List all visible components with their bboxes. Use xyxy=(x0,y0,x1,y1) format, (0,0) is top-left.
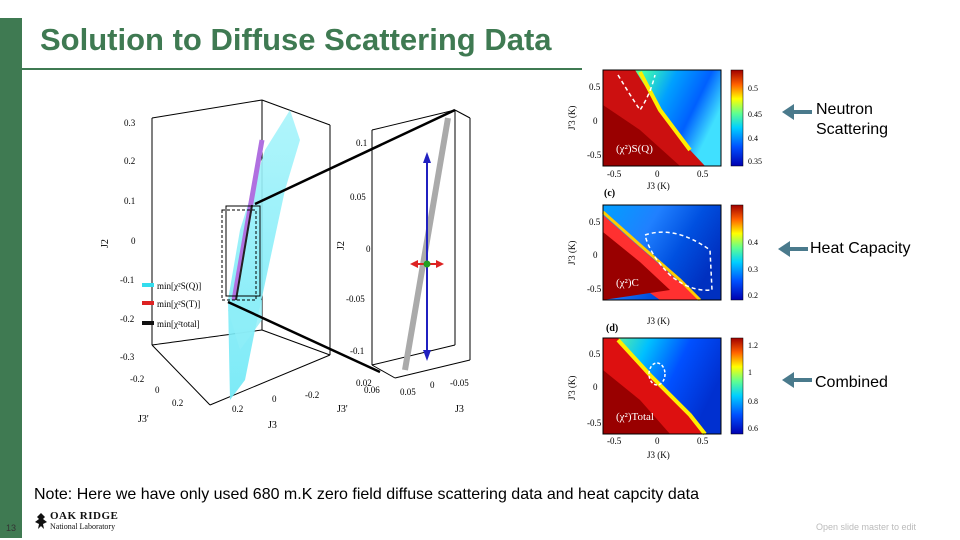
svg-text:1.2: 1.2 xyxy=(748,341,758,350)
legend-item-st: min[χ²S(T)] xyxy=(157,299,200,309)
left-j3-axis-label: J3 xyxy=(268,420,277,431)
oak-ridge-logo: OAK RIDGE National Laboratory xyxy=(34,510,124,532)
oak-leaf-icon xyxy=(35,513,47,529)
footer-text: Open slide master to edit xyxy=(816,522,917,532)
heatmap-panel-d: 0.4 0.3 0.2 (χ²)C 0.5 0 -0.5 J'3 (K) J3 … xyxy=(567,204,758,334)
svg-text:0: 0 xyxy=(366,244,371,254)
svg-text:0.35: 0.35 xyxy=(748,157,762,166)
svg-text:-0.5: -0.5 xyxy=(607,436,622,446)
heatmap-panel-c: 0.5 0.45 0.4 0.35 (χ²)S(Q) 0.5 0 -0.5 J'… xyxy=(567,69,762,199)
svg-text:0.4: 0.4 xyxy=(748,238,758,247)
svg-text:0: 0 xyxy=(655,436,660,446)
zoom-3d-plot xyxy=(371,109,471,379)
left-accent-bar xyxy=(0,18,22,538)
svg-text:0.05: 0.05 xyxy=(350,192,366,202)
svg-text:0.5: 0.5 xyxy=(697,436,709,446)
zoom-j2-axis-label: J2 xyxy=(336,241,347,250)
svg-text:0.2: 0.2 xyxy=(172,398,183,408)
svg-text:J'3 (K): J'3 (K) xyxy=(567,241,577,265)
svg-text:0.1: 0.1 xyxy=(356,138,367,148)
svg-text:-0.5: -0.5 xyxy=(587,284,602,294)
heatmap-label: (χ²)C xyxy=(616,277,639,289)
page-number: 13 xyxy=(6,523,17,533)
svg-text:-0.05: -0.05 xyxy=(450,378,469,388)
svg-text:0: 0 xyxy=(155,385,160,395)
svg-text:J'3 (K): J'3 (K) xyxy=(567,106,577,130)
svg-text:0: 0 xyxy=(430,380,435,390)
heatmap-panel-total: 1.2 1 0.8 0.6 (χ²)Total 0.5 0 -0.5 J'3 (… xyxy=(567,337,758,460)
legend: min[χ²S(Q)] min[χ²S(T)] min[χ²total] xyxy=(142,281,201,329)
svg-text:0: 0 xyxy=(272,394,277,404)
zoom-y-ticks: 0.1 0.05 0 -0.05 -0.1 xyxy=(346,138,371,356)
svg-text:0.45: 0.45 xyxy=(748,110,762,119)
svg-text:0: 0 xyxy=(593,382,598,392)
left-bottom-ticks: -0.2 0 0.2 0.2 0 -0.2 xyxy=(130,374,319,414)
svg-text:0.2: 0.2 xyxy=(748,291,758,300)
svg-text:0.3: 0.3 xyxy=(124,118,136,128)
heatmap-label: (χ²)S(Q) xyxy=(616,143,653,155)
svg-text:0: 0 xyxy=(131,236,136,246)
svg-text:1: 1 xyxy=(748,368,752,377)
legend-item-sq: min[χ²S(Q)] xyxy=(157,281,201,291)
svg-text:0.3: 0.3 xyxy=(748,265,758,274)
svg-text:0.5: 0.5 xyxy=(697,169,709,179)
zoom-bottom-ticks: 0.02 0.06 0.05 0 -0.05 xyxy=(356,378,469,397)
callout-heat-capacity: Heat Capacity xyxy=(810,240,911,257)
svg-text:0.8: 0.8 xyxy=(748,397,758,406)
svg-text:0.5: 0.5 xyxy=(748,84,758,93)
svg-text:0.6: 0.6 xyxy=(748,424,758,433)
svg-text:-0.2: -0.2 xyxy=(305,390,319,400)
svg-text:-0.1: -0.1 xyxy=(350,346,364,356)
callout-combined: Combined xyxy=(815,374,888,391)
zoom-j3p-axis-label: J3' xyxy=(337,404,348,415)
svg-text:0.5: 0.5 xyxy=(589,349,601,359)
svg-text:0.4: 0.4 xyxy=(748,134,758,143)
svg-text:-0.1: -0.1 xyxy=(120,275,134,285)
svg-text:J3 (K): J3 (K) xyxy=(647,316,670,326)
svg-text:-0.05: -0.05 xyxy=(346,294,365,304)
svg-text:-0.5: -0.5 xyxy=(607,169,622,179)
footnote: Note: Here we have only used 680 m.K zer… xyxy=(34,486,699,503)
svg-text:0.05: 0.05 xyxy=(400,387,416,397)
svg-text:-0.2: -0.2 xyxy=(120,314,134,324)
callout-neutron: Neutron Scattering xyxy=(816,101,889,138)
svg-text:0.2: 0.2 xyxy=(232,404,243,414)
left-3d-plot xyxy=(151,99,331,406)
left-j3p-axis-label: J3' xyxy=(138,414,149,425)
svg-text:0: 0 xyxy=(593,116,598,126)
logo-line2: National Laboratory xyxy=(50,522,116,531)
svg-text:-0.5: -0.5 xyxy=(587,150,602,160)
left-j2-axis-label: J2 xyxy=(100,239,111,248)
svg-text:0.5: 0.5 xyxy=(589,217,601,227)
title-underline xyxy=(22,68,582,70)
heatmap-label: (χ²)Total xyxy=(616,411,654,423)
svg-text:0.2: 0.2 xyxy=(124,156,135,166)
cyan-surface xyxy=(228,110,300,400)
svg-text:0.02: 0.02 xyxy=(356,378,372,388)
svg-text:0: 0 xyxy=(655,169,660,179)
purple-line xyxy=(231,139,265,301)
legend-item-total: min[χ²total] xyxy=(157,319,200,329)
svg-text:-0.5: -0.5 xyxy=(587,418,602,428)
svg-text:0.5: 0.5 xyxy=(589,82,601,92)
svg-text:J3 (K): J3 (K) xyxy=(647,181,670,191)
svg-text:J'3 (K): J'3 (K) xyxy=(567,376,577,400)
svg-text:0.1: 0.1 xyxy=(124,196,135,206)
svg-text:-0.2: -0.2 xyxy=(130,374,144,384)
zoom-j3-axis-label: J3 xyxy=(455,404,464,415)
logo-line1: OAK RIDGE xyxy=(50,510,119,522)
panel-label: (d) xyxy=(606,323,618,334)
svg-text:J3 (K): J3 (K) xyxy=(647,450,670,460)
panel-label: (c) xyxy=(604,188,615,199)
svg-text:-0.3: -0.3 xyxy=(120,352,135,362)
left-y-ticks: 0.3 0.2 0.1 0 -0.1 -0.2 -0.3 xyxy=(120,118,136,362)
svg-text:0: 0 xyxy=(593,250,598,260)
slide-title: Solution to Diffuse Scattering Data xyxy=(40,22,552,57)
svg-text:0.06: 0.06 xyxy=(364,385,380,395)
